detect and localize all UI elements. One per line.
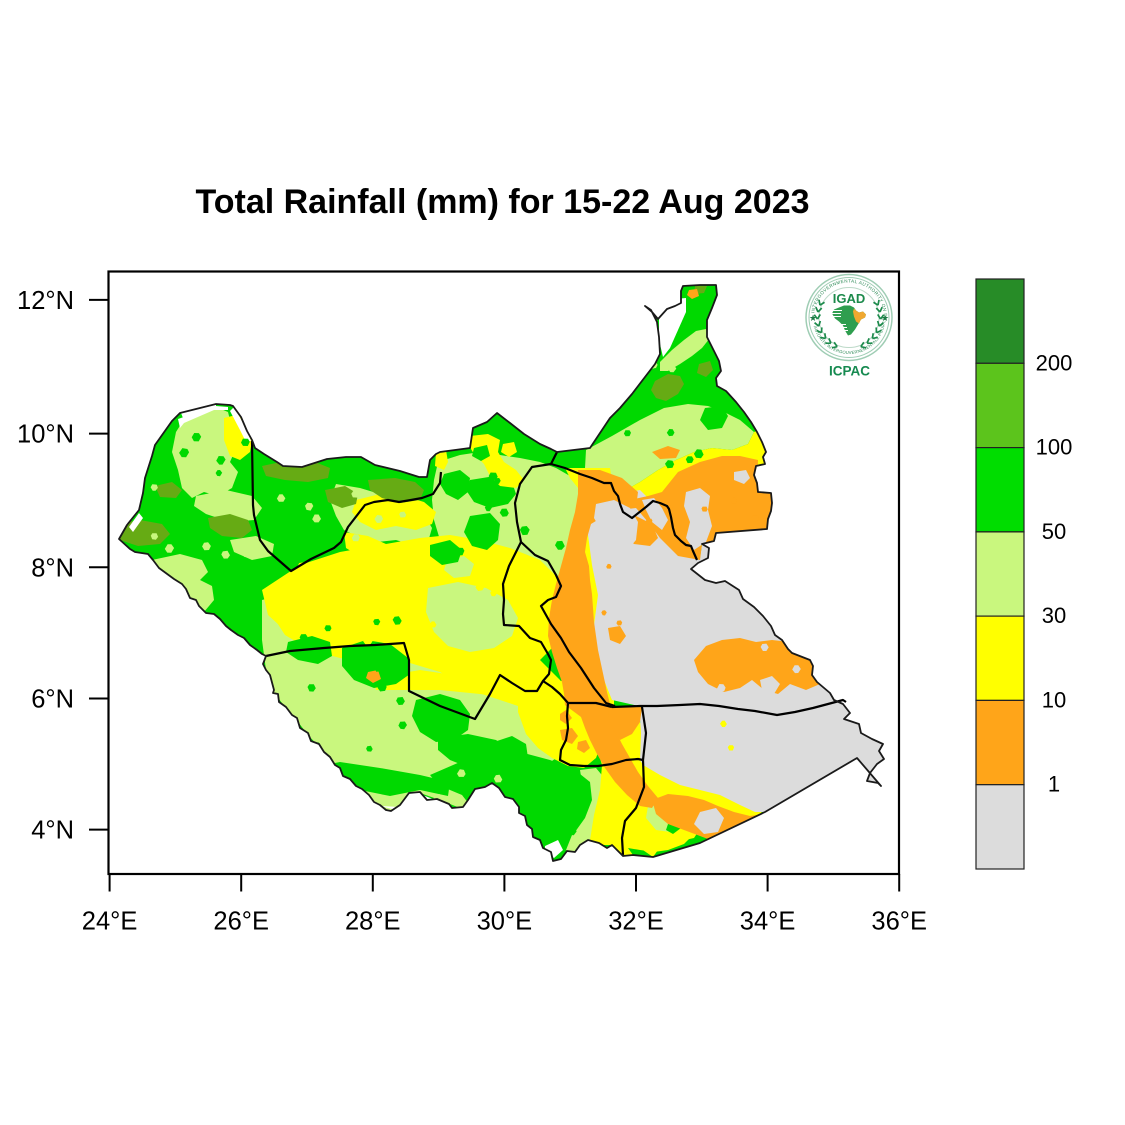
svg-text:12°N: 12°N [17,287,74,315]
svg-text:★: ★ [881,313,889,323]
svg-text:24°E: 24°E [82,908,138,936]
svg-text:8°N: 8°N [31,554,74,582]
svg-text:★: ★ [809,313,817,323]
svg-text:28°E: 28°E [345,908,401,936]
svg-text:ICPAC: ICPAC [829,364,870,379]
svg-text:200: 200 [1036,350,1073,375]
svg-text:50: 50 [1042,519,1066,544]
svg-text:1: 1 [1048,772,1060,797]
svg-text:10: 10 [1042,687,1066,712]
svg-text:32°E: 32°E [608,908,664,936]
svg-text:10°N: 10°N [17,421,74,449]
svg-text:26°E: 26°E [213,908,269,936]
svg-text:34°E: 34°E [740,908,796,936]
svg-text:36°E: 36°E [871,908,927,936]
svg-text:6°N: 6°N [31,686,74,714]
svg-text:100: 100 [1036,435,1073,460]
svg-text:30: 30 [1042,603,1066,628]
svg-text:30°E: 30°E [477,908,533,936]
svg-text:4°N: 4°N [31,817,74,845]
svg-text:IGAD: IGAD [833,291,866,306]
